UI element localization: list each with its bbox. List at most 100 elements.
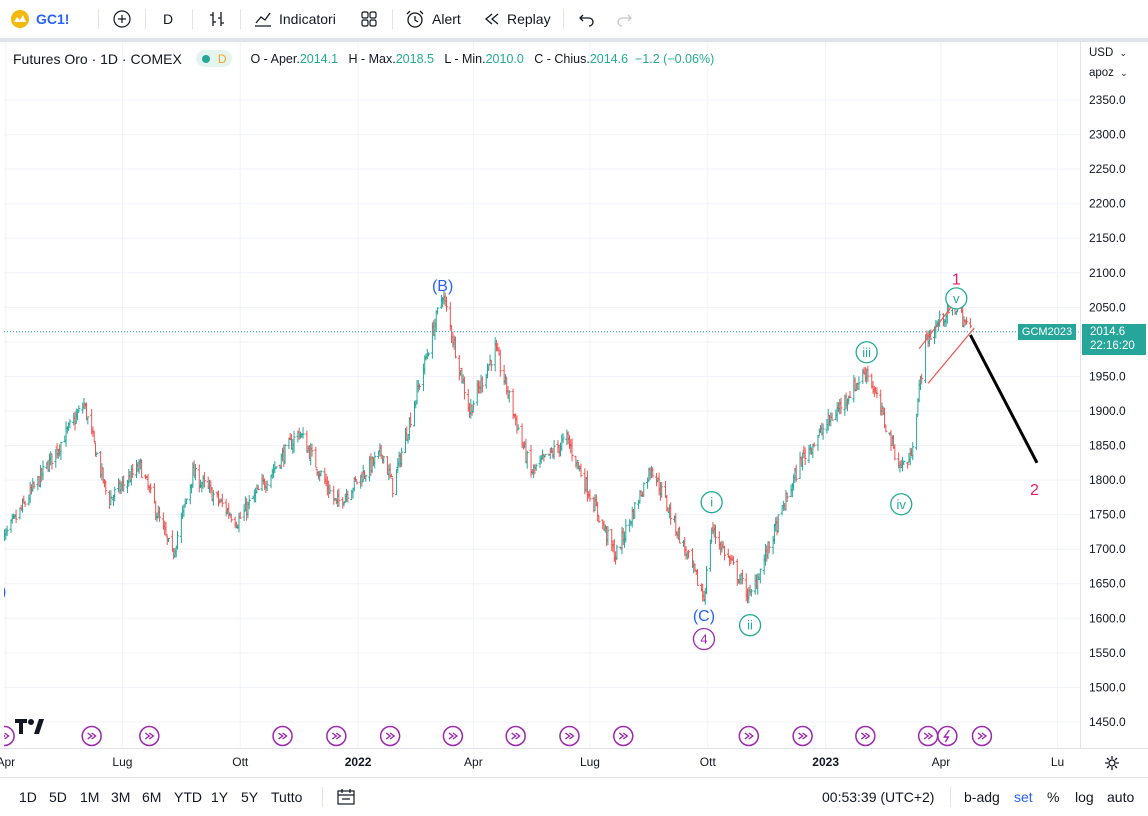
undo-button[interactable] (577, 0, 597, 38)
open-label: O - Aper. (250, 52, 299, 66)
ohlc-bar (15, 510, 18, 523)
economic-event-marker[interactable] (82, 727, 101, 746)
price-tick-label: 2300.0 (1089, 128, 1126, 142)
badge-letter: D (218, 52, 227, 66)
wave-label[interactable]: v (946, 288, 967, 309)
alert-button[interactable]: Alert (404, 0, 461, 38)
time-tick-label: Apr (464, 755, 483, 769)
range-button-1m[interactable]: 1M (80, 789, 99, 805)
chart-type-button[interactable] (207, 0, 227, 38)
grid-templates-icon (359, 9, 379, 29)
price-tick-label: 1950.0 (1089, 369, 1126, 383)
time-tick-label: Ott (700, 755, 717, 769)
economic-event-marker[interactable] (793, 727, 812, 746)
economic-event-marker[interactable] (381, 727, 400, 746)
ohlc-bar (65, 421, 68, 447)
wave-label[interactable]: 4 (693, 629, 714, 650)
svg-text:(B): (B) (432, 278, 453, 295)
economic-event-marker[interactable] (327, 727, 346, 746)
auto-scale-button[interactable]: auto (1107, 789, 1134, 805)
wave-label[interactable]: (C) (693, 608, 715, 625)
ohlc-bar (221, 494, 224, 507)
redo-button[interactable] (614, 0, 634, 38)
symbol-legend: Futures Oro · 1D · COMEX D O - Aper.2014… (13, 50, 714, 67)
range-button-3m[interactable]: 3M (111, 789, 130, 805)
range-button-tutto[interactable]: Tutto (271, 789, 302, 805)
ohlc-bar (799, 452, 802, 479)
economic-event-marker[interactable] (273, 727, 292, 746)
wave-label[interactable]: iii (856, 342, 877, 363)
adjust-settlement-button[interactable]: set (1014, 789, 1033, 805)
date-range-button[interactable] (336, 788, 356, 809)
event-markers[interactable] (4, 727, 991, 746)
price-tick-label: 2050.0 (1089, 300, 1126, 314)
drawings[interactable] (4, 300, 1080, 462)
economic-event-marker[interactable] (614, 727, 633, 746)
economic-event-marker[interactable] (972, 727, 991, 746)
wave-label[interactable]: 2 (1030, 482, 1039, 499)
session-button[interactable]: b-adg (964, 789, 1000, 805)
wave-label[interactable]: iv (891, 494, 912, 515)
range-button-5d[interactable]: 5D (49, 789, 67, 805)
price-tick-label: 1750.0 (1089, 508, 1126, 522)
svg-text:iii: iii (862, 345, 871, 360)
templates-button[interactable] (359, 0, 379, 38)
top-toolbar: GC1! D Indicatori Alert Replay (0, 0, 1148, 42)
close-label: C - Chius. (534, 52, 590, 66)
range-button-6m[interactable]: 6M (142, 789, 161, 805)
ohlc-bar (395, 469, 398, 494)
economic-event-marker[interactable] (856, 727, 875, 746)
wave-label[interactable]: ii (740, 615, 761, 636)
economic-event-marker[interactable] (4, 727, 14, 746)
economic-event-marker[interactable] (443, 727, 462, 746)
data-status-badge[interactable]: D (196, 50, 233, 67)
ohlc-bar (906, 462, 909, 468)
indicators-button[interactable]: Indicatori (253, 0, 336, 38)
dividend-event-marker[interactable] (938, 727, 957, 746)
undo-icon (577, 9, 597, 29)
wave-label[interactable]: i (701, 492, 722, 513)
economic-event-marker[interactable] (919, 727, 938, 746)
ohlc-bar (709, 539, 712, 571)
interval-label: D (163, 11, 173, 27)
economic-event-marker[interactable] (560, 727, 579, 746)
toolbar-divider (950, 787, 951, 807)
percent-scale-button[interactable]: % (1047, 789, 1059, 805)
compare-symbol-button[interactable] (112, 0, 132, 38)
price-tick-label: 1550.0 (1089, 646, 1126, 660)
svg-text:i: i (710, 495, 713, 510)
price-tick-label: 2100.0 (1089, 266, 1126, 280)
symbol-button[interactable]: GC1! (10, 0, 69, 38)
range-button-1y[interactable]: 1Y (211, 789, 228, 805)
trend-line[interactable] (928, 328, 974, 383)
bars-chart-icon (207, 9, 227, 29)
clock-timezone[interactable]: 00:53:39 (UTC+2) (822, 789, 934, 805)
ohlc-bar (915, 414, 918, 450)
time-tick-label: Ott (232, 755, 249, 769)
wave-label[interactable]: 1 (952, 271, 961, 288)
projection-line[interactable] (970, 335, 1037, 463)
tradingview-logo[interactable] (14, 717, 46, 740)
svg-text:1: 1 (952, 271, 961, 288)
redo-icon (614, 9, 634, 29)
ohlc-bar (884, 425, 887, 432)
wave-label[interactable]: (B) (432, 278, 453, 295)
axis-settings-button[interactable] (1104, 755, 1120, 776)
range-button-5y[interactable]: 5Y (241, 789, 258, 805)
economic-event-marker[interactable] (140, 727, 159, 746)
replay-button[interactable]: Replay (482, 0, 551, 38)
open-value: 2014.1 (300, 52, 338, 66)
interval-button[interactable]: D (163, 0, 173, 38)
ohlc-bar (332, 486, 335, 505)
log-scale-button[interactable]: log (1075, 789, 1094, 805)
range-button-1d[interactable]: 1D (19, 789, 37, 805)
range-button-ytd[interactable]: YTD (174, 789, 202, 805)
economic-event-marker[interactable] (506, 727, 525, 746)
economic-event-marker[interactable] (739, 727, 758, 746)
